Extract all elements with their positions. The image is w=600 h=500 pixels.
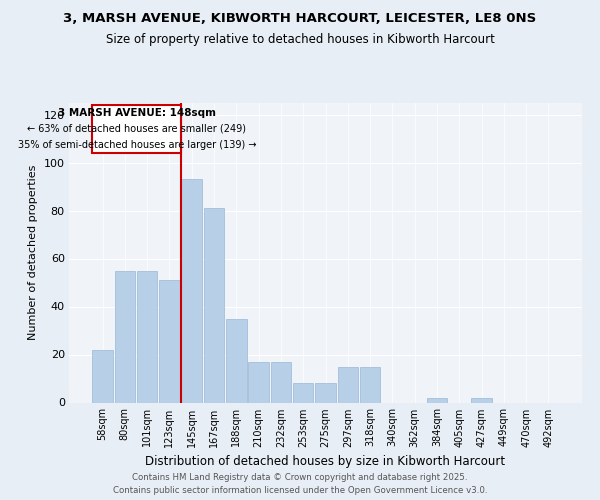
Bar (338, 366, 358, 402)
Text: Contains HM Land Registry data © Crown copyright and database right 2025.: Contains HM Land Registry data © Crown c… (132, 472, 468, 482)
Text: 35% of semi-detached houses are larger (139) →: 35% of semi-detached houses are larger (… (17, 140, 256, 149)
X-axis label: Distribution of detached houses by size in Kibworth Harcourt: Distribution of detached houses by size … (145, 455, 506, 468)
Text: 3 MARSH AVENUE: 148sqm: 3 MARSH AVENUE: 148sqm (58, 108, 216, 118)
Bar (427, 398, 447, 402)
Bar (315, 384, 336, 402)
Y-axis label: Number of detached properties: Number of detached properties (28, 165, 38, 340)
Bar (271, 362, 291, 403)
Bar (92, 350, 113, 403)
Bar (204, 208, 224, 402)
Text: ← 63% of detached houses are smaller (249): ← 63% of detached houses are smaller (24… (28, 124, 247, 134)
Bar (115, 270, 135, 402)
Text: Contains public sector information licensed under the Open Government Licence v3: Contains public sector information licen… (113, 486, 487, 495)
Bar (226, 318, 247, 402)
FancyBboxPatch shape (92, 105, 181, 153)
Bar (293, 384, 313, 402)
Bar (248, 362, 269, 403)
Text: Size of property relative to detached houses in Kibworth Harcourt: Size of property relative to detached ho… (106, 32, 494, 46)
Bar (181, 180, 202, 402)
Bar (137, 270, 157, 402)
Bar (159, 280, 180, 402)
Bar (360, 366, 380, 402)
Text: 3, MARSH AVENUE, KIBWORTH HARCOURT, LEICESTER, LE8 0NS: 3, MARSH AVENUE, KIBWORTH HARCOURT, LEIC… (64, 12, 536, 26)
Bar (471, 398, 492, 402)
